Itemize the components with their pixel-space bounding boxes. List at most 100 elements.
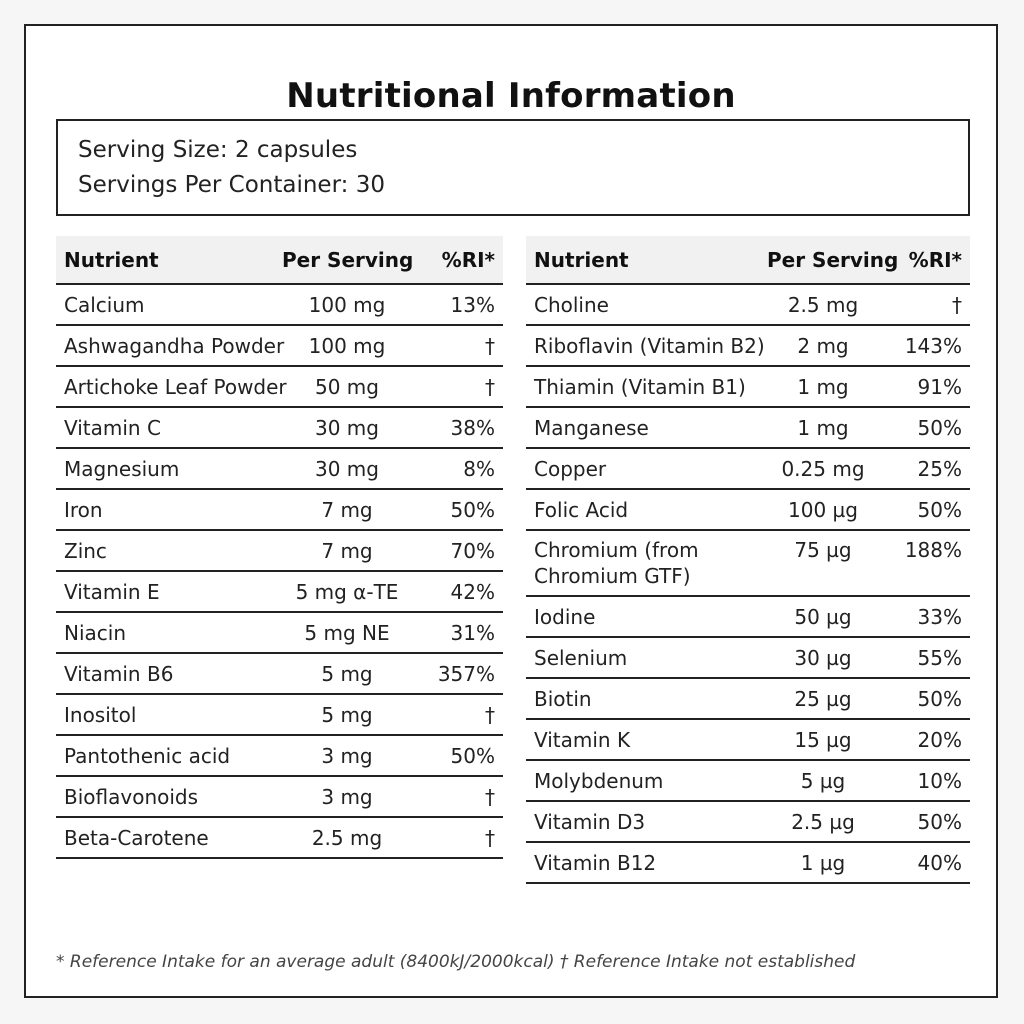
nutrient-name: Vitamin B6 (56, 653, 274, 695)
ri-value: † (887, 284, 970, 326)
table-row: Inositol 5 mg † (56, 694, 503, 736)
nutrient-name: Magnesium (56, 448, 274, 490)
table-row: Iron 7 mg 50% (56, 489, 503, 531)
ri-value: 357% (420, 653, 503, 695)
nutrient-name: Inositol (56, 694, 274, 736)
table-row: Vitamin B12 1 µg 40% (526, 842, 970, 884)
header-nutrient: Nutrient (56, 236, 274, 285)
table-row: Manganese 1 mg 50% (526, 407, 970, 449)
per-serving-value: 100 mg (274, 325, 420, 367)
nutrient-name: Vitamin E (56, 571, 274, 613)
table-row: Chromium (from Chromium GTF) 75 µg 188% (526, 530, 970, 597)
per-serving-value: 7 mg (274, 530, 420, 572)
table-row: Thiamin (Vitamin B1) 1 mg 91% (526, 366, 970, 408)
ri-value: 55% (887, 637, 970, 679)
nutrient-name: Zinc (56, 530, 274, 572)
header-nutrient: Nutrient (526, 236, 759, 285)
ri-value: † (420, 366, 503, 408)
table-row: Ashwagandha Powder 100 mg † (56, 325, 503, 367)
per-serving-value: 3 mg (274, 776, 420, 818)
table-header-row: Nutrient Per Serving %RI* (526, 236, 970, 285)
per-serving-value: 0.25 mg (759, 448, 887, 490)
per-serving-value: 5 µg (759, 760, 887, 802)
per-serving-value: 2.5 mg (274, 817, 420, 859)
header-ri: %RI* (420, 236, 503, 285)
ri-value: 50% (420, 489, 503, 531)
table-row: Folic Acid 100 µg 50% (526, 489, 970, 531)
per-serving-value: 30 mg (274, 448, 420, 490)
table-row: Artichoke Leaf Powder 50 mg † (56, 366, 503, 408)
table-row: Selenium 30 µg 55% (526, 637, 970, 679)
nutrient-table-left: Nutrient Per Serving %RI* Calcium 100 mg 1… (56, 236, 503, 859)
nutrition-label: Nutritional Information Serving Size: 2 … (24, 24, 998, 998)
per-serving-value: 25 µg (759, 678, 887, 720)
nutrient-name: Vitamin C (56, 407, 274, 449)
ri-value: 70% (420, 530, 503, 572)
per-serving-value: 1 mg (759, 366, 887, 408)
per-serving-value: 75 µg (759, 530, 887, 597)
ri-value: 31% (420, 612, 503, 654)
ri-value: 188% (887, 530, 970, 597)
per-serving-value: 5 mg (274, 653, 420, 695)
per-serving-value: 2.5 µg (759, 801, 887, 843)
table-row: Biotin 25 µg 50% (526, 678, 970, 720)
nutrient-name: Riboflavin (Vitamin B2) (526, 325, 765, 367)
per-serving-value: 5 mg (274, 694, 420, 736)
table-row: Beta-Carotene 2.5 mg † (56, 817, 503, 859)
ri-value: 20% (887, 719, 970, 761)
ri-value: † (420, 817, 503, 859)
table-row: Vitamin D3 2.5 µg 50% (526, 801, 970, 843)
nutrient-name: Iodine (526, 596, 759, 638)
ri-value: 8% (420, 448, 503, 490)
table-row: Riboflavin (Vitamin B2) 2 mg 143% (526, 325, 970, 367)
table-row: Iodine 50 µg 33% (526, 596, 970, 638)
serving-info-box: Serving Size: 2 capsules Servings Per Co… (56, 119, 970, 216)
nutrient-name: Niacin (56, 612, 274, 654)
per-serving-value: 100 µg (759, 489, 887, 531)
footnote: * Reference Intake for an average adult … (56, 952, 856, 972)
nutrient-name: Manganese (526, 407, 759, 449)
per-serving-value: 5 mg NE (274, 612, 420, 654)
ri-value: 50% (887, 801, 970, 843)
nutrient-name: Bioflavonoids (56, 776, 274, 818)
table-row: Copper 0.25 mg 25% (526, 448, 970, 490)
ri-value: † (420, 325, 503, 367)
nutrient-name: Thiamin (Vitamin B1) (526, 366, 759, 408)
per-serving-value: 2 mg (759, 325, 887, 367)
nutrient-name: Choline (526, 284, 759, 326)
nutrient-name: Vitamin D3 (526, 801, 759, 843)
per-serving-value: 30 mg (274, 407, 420, 449)
table-row: Vitamin C 30 mg 38% (56, 407, 503, 449)
nutrient-name: Chromium (from Chromium GTF) (526, 530, 759, 597)
nutrient-name: Copper (526, 448, 759, 490)
per-serving-value: 50 µg (759, 596, 887, 638)
nutrient-name: Vitamin K (526, 719, 759, 761)
nutrient-name: Iron (56, 489, 274, 531)
ri-value: 42% (420, 571, 503, 613)
nutrient-name: Biotin (526, 678, 759, 720)
table-row: Calcium 100 mg 13% (56, 284, 503, 326)
ri-value: 50% (887, 489, 970, 531)
table-row: Niacin 5 mg NE 31% (56, 612, 503, 654)
nutrient-name: Pantothenic acid (56, 735, 274, 777)
nutrient-name: Artichoke Leaf Powder (56, 366, 287, 408)
nutrient-name: Selenium (526, 637, 759, 679)
ri-value: † (420, 776, 503, 818)
table-row: Zinc 7 mg 70% (56, 530, 503, 572)
serving-size: Serving Size: 2 capsules (78, 137, 358, 163)
ri-value: 33% (887, 596, 970, 638)
ri-value: 50% (420, 735, 503, 777)
ri-value: 91% (887, 366, 970, 408)
table-row: Pantothenic acid 3 mg 50% (56, 735, 503, 777)
table-header-row: Nutrient Per Serving %RI* (56, 236, 503, 285)
table-row: Choline 2.5 mg † (526, 284, 970, 326)
per-serving-value: 50 mg (274, 366, 420, 408)
nutrient-name: Ashwagandha Powder (56, 325, 284, 367)
per-serving-value: 1 µg (759, 842, 887, 884)
nutrient-name: Molybdenum (526, 760, 759, 802)
ri-value: 40% (887, 842, 970, 884)
nutrient-name: Beta-Carotene (56, 817, 274, 859)
header-ri: %RI* (887, 236, 970, 285)
table-row: Bioflavonoids 3 mg † (56, 776, 503, 818)
